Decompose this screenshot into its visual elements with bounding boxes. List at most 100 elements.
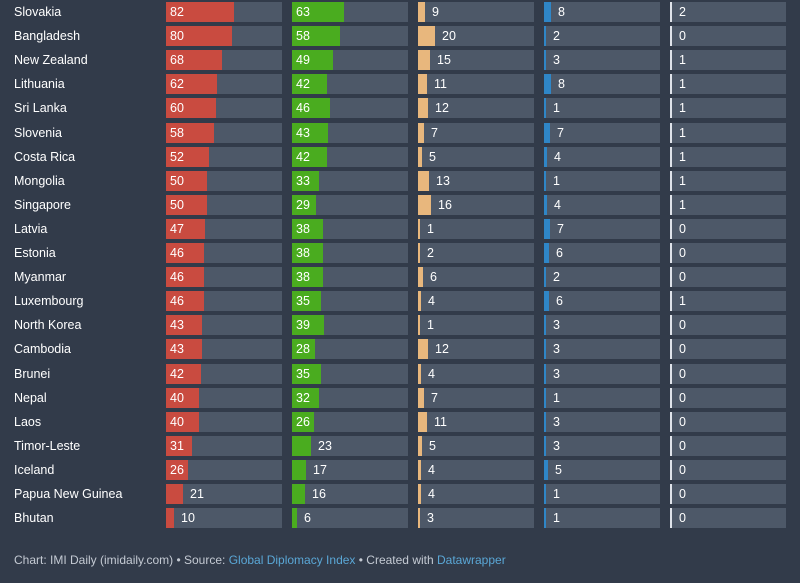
value-label: 0 (679, 438, 686, 453)
value-label: 4 (428, 487, 435, 501)
bar (544, 291, 549, 312)
bar (166, 170, 207, 191)
value-label: 35 (296, 366, 310, 381)
bar (166, 50, 222, 71)
bar (418, 459, 421, 480)
bar-cell: 60 (166, 98, 282, 119)
bar-cell: 6 (544, 243, 660, 263)
country-label: Latvia (14, 221, 48, 236)
country-label: Singapore (14, 197, 71, 212)
value-label: 38 (296, 246, 310, 260)
country-label: Luxembourg (14, 294, 84, 309)
bar (292, 267, 323, 288)
country-label: Bhutan (14, 511, 54, 526)
bar-cell: 6 (292, 508, 408, 529)
bar (544, 363, 546, 384)
value-label: 50 (170, 173, 184, 188)
value-label: 46 (170, 270, 184, 285)
bar (292, 98, 330, 119)
bar-cell: 42 (166, 363, 282, 384)
value-label: 8 (558, 77, 565, 92)
bar (292, 194, 316, 215)
bar-cell: 4 (544, 146, 660, 167)
bar-cell: 3 (418, 508, 534, 529)
country-label: Estonia (14, 246, 56, 260)
bar-cell: 17 (292, 459, 408, 480)
bar-cell: 42 (292, 146, 408, 167)
bar-cell: 1 (670, 50, 786, 71)
value-label: 0 (679, 366, 686, 381)
table-row: Latvia 47 38 1 7 0 (0, 218, 800, 240)
bar-cell: 3 (544, 363, 660, 384)
source-link[interactable]: Global Diplomacy Index (228, 553, 356, 567)
bar (670, 267, 672, 288)
country-label: Laos (14, 414, 42, 429)
bar (544, 170, 546, 191)
bar (166, 387, 199, 408)
value-label: 8 (558, 5, 565, 19)
value-label: 12 (435, 101, 449, 116)
bar-cell: 7 (418, 387, 534, 408)
value-label: 62 (170, 77, 184, 92)
bar-cell: 11 (418, 74, 534, 95)
table-row: Singapore 50 29 16 4 1 (0, 194, 800, 216)
bar (166, 74, 217, 95)
bar-cell: 2 (544, 26, 660, 47)
bar-cell: 26 (292, 411, 408, 432)
bar-cell: 4 (418, 291, 534, 312)
bar-cell: 82 (166, 2, 282, 22)
value-label: 33 (296, 173, 310, 188)
country-label: Brunei (14, 366, 51, 381)
bar (166, 243, 204, 263)
bar-cell: 43 (166, 339, 282, 360)
bar (166, 291, 204, 312)
country-label: Mongolia (14, 173, 65, 188)
value-label: 15 (437, 53, 451, 68)
bar (670, 339, 672, 360)
value-label: 2 (553, 270, 560, 285)
bar-cell: 0 (670, 26, 786, 47)
value-label: 47 (170, 221, 184, 236)
footer-created-with: • Created with (355, 553, 437, 567)
value-label: 43 (170, 342, 184, 357)
bar-cell: 4 (418, 459, 534, 480)
value-label: 7 (431, 390, 438, 405)
bar-cell: 9 (418, 2, 534, 22)
bar (670, 363, 672, 384)
country-label: Lithuania (14, 77, 65, 92)
value-label: 40 (170, 414, 184, 429)
table-row: Brunei 42 35 4 3 0 (0, 363, 800, 385)
bar (670, 315, 672, 336)
bar (670, 484, 672, 504)
datawrapper-link[interactable]: Datawrapper (437, 553, 506, 567)
table-row: Nepal 40 32 7 1 0 (0, 387, 800, 409)
country-label: Sri Lanka (14, 101, 67, 116)
value-label: 1 (553, 173, 560, 188)
bar-cell: 46 (292, 98, 408, 119)
bar-cell: 0 (670, 411, 786, 432)
bar (670, 122, 672, 143)
bar-cell: 35 (292, 291, 408, 312)
value-label: 11 (434, 414, 447, 429)
bar-cell: 80 (166, 26, 282, 47)
value-label: 1 (679, 173, 686, 188)
bar (544, 98, 546, 119)
country-label: Myanmar (14, 270, 67, 285)
bar (292, 291, 321, 312)
table-row: Cambodia 43 28 12 3 0 (0, 338, 800, 360)
bar-cell: 1 (544, 98, 660, 119)
bar (292, 387, 319, 408)
bar-cell: 1 (418, 315, 534, 336)
value-label: 42 (296, 149, 310, 164)
table-row: Mongolia 50 33 13 1 1 (0, 170, 800, 192)
value-label: 80 (170, 29, 184, 44)
value-label: 6 (430, 270, 437, 285)
value-label: 26 (296, 414, 310, 429)
value-label: 4 (554, 197, 561, 212)
bar (292, 459, 306, 480)
value-label: 23 (318, 438, 332, 453)
bar (292, 508, 297, 529)
bar (166, 411, 199, 432)
bar (292, 363, 321, 384)
value-label: 0 (679, 414, 686, 429)
